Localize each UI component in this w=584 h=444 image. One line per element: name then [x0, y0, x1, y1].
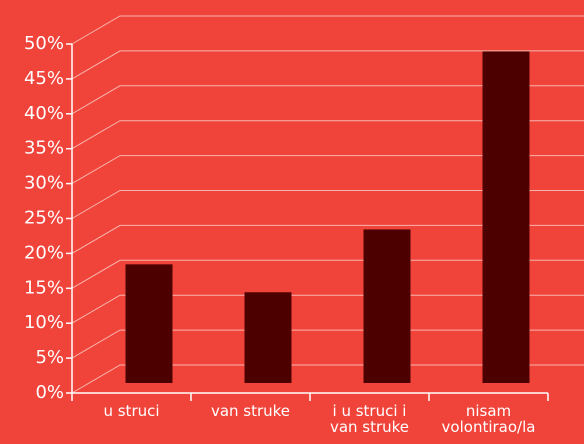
bar: [482, 51, 530, 383]
y-tick-label: 10%: [24, 312, 64, 333]
grid-line: [71, 364, 584, 394]
grid-line: [71, 15, 584, 45]
grid-line: [71, 190, 584, 219]
grid-line: [71, 259, 584, 289]
grid-line: [71, 155, 584, 185]
y-tick-label: 50%: [24, 33, 64, 54]
x-tick-label: van struke: [210, 402, 291, 420]
y-tick-label: 20%: [24, 242, 64, 263]
x-tick-label: nisam volontirao/la: [441, 402, 536, 436]
y-tick-label: 35%: [24, 138, 64, 159]
y-tick-label: 40%: [24, 103, 64, 124]
bar: [244, 292, 292, 383]
grid-line: [71, 50, 584, 80]
bar: [125, 264, 173, 383]
y-tick-label: 30%: [24, 173, 64, 194]
grid-line: [71, 120, 584, 150]
x-tick-label: u struci: [103, 402, 160, 420]
grid-line: [71, 85, 584, 115]
y-tick-label: 5%: [35, 347, 64, 368]
bar: [363, 229, 411, 383]
y-tick-label: 0%: [35, 382, 64, 403]
y-tick-label: 15%: [24, 277, 64, 298]
y-tick-label: 45%: [24, 68, 64, 89]
grid-line: [71, 329, 584, 359]
grid-line: [71, 294, 584, 324]
y-tick-label: 25%: [24, 208, 64, 229]
x-tick-label: i u struci i van struke: [329, 402, 410, 436]
grid-line: [71, 224, 584, 254]
